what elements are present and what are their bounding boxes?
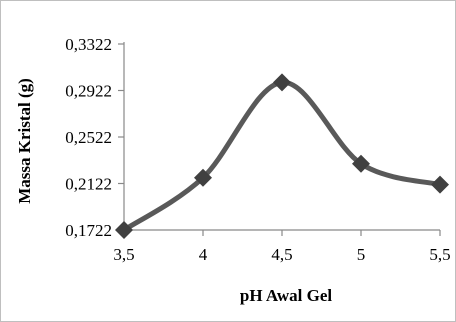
- data-point: [273, 73, 291, 92]
- y-tick-label: 0,3322: [65, 35, 112, 54]
- y-tick-label: 0,2922: [65, 82, 112, 101]
- x-tick-label: 5,5: [429, 245, 450, 264]
- series-line: [121, 79, 443, 233]
- data-point: [352, 154, 370, 173]
- x-tick-label: 4,5: [271, 245, 292, 264]
- y-tick-labels: 0,1722 0,2122 0,2522 0,2922 0,3322: [65, 35, 112, 240]
- data-point: [431, 175, 449, 194]
- x-axis-label: pH Awal Gel: [240, 286, 333, 305]
- x-tick-label: 4: [199, 245, 208, 264]
- y-axis-label: Massa Kristal (g): [15, 78, 34, 204]
- data-point: [194, 168, 212, 187]
- y-tick-label: 0,2122: [65, 175, 112, 194]
- x-tick-label: 5: [357, 245, 366, 264]
- data-points: [115, 73, 449, 239]
- x-tick-label: 3,5: [113, 245, 134, 264]
- data-point: [115, 221, 133, 239]
- x-tick-labels: 3,5 4 4,5 5 5,5: [113, 245, 450, 264]
- y-tick-label: 0,1722: [65, 221, 112, 240]
- axes: [118, 42, 441, 236]
- y-tick-label: 0,2522: [65, 128, 112, 147]
